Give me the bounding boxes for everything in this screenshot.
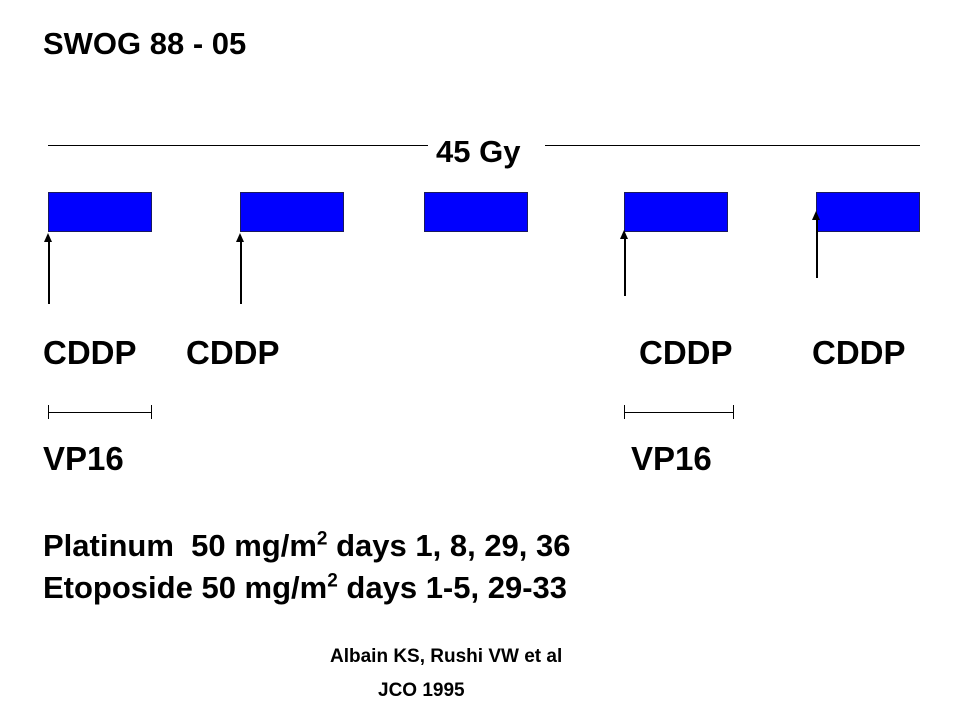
reference-authors: Albain KS, Rushi VW et al bbox=[330, 646, 563, 667]
dose-exponent: 2 bbox=[327, 570, 338, 592]
bracket-tick bbox=[733, 405, 734, 419]
arrow-shaft bbox=[624, 236, 626, 296]
radiation-dose-label: 45 Gy bbox=[430, 134, 527, 170]
arrow-up-icon bbox=[44, 233, 52, 242]
cddp-label: CDDP bbox=[639, 334, 733, 371]
vp16-label: VP16 bbox=[43, 440, 124, 477]
radiation-line-left bbox=[48, 145, 428, 146]
drug-name: Platinum bbox=[43, 528, 174, 563]
radiation-block bbox=[48, 192, 152, 232]
cddp-label: CDDP bbox=[43, 334, 137, 371]
arrow-up-icon bbox=[236, 233, 244, 242]
bracket-tick bbox=[151, 405, 152, 419]
drug-name: Etoposide bbox=[43, 570, 193, 605]
dosing-schedule: Platinum 50 mg/m2 days 1, 8, 29, 36 Etop… bbox=[43, 525, 571, 609]
vp16-bracket bbox=[48, 412, 152, 413]
radiation-block bbox=[424, 192, 528, 232]
cddp-label: CDDP bbox=[186, 334, 280, 371]
arrow-up-icon bbox=[812, 211, 820, 220]
radiation-block bbox=[816, 192, 920, 232]
arrow-up-icon bbox=[620, 230, 628, 239]
radiation-block bbox=[624, 192, 728, 232]
dose-exponent: 2 bbox=[316, 528, 328, 550]
drug-schedule: days 1-5, 29-33 bbox=[337, 570, 568, 605]
cddp-label: CDDP bbox=[812, 334, 906, 371]
arrow-shaft bbox=[48, 240, 50, 304]
slide-title: SWOG 88 - 05 bbox=[43, 26, 247, 61]
vp16-bracket bbox=[624, 412, 734, 413]
radiation-line-right bbox=[545, 145, 920, 146]
drug-dose: 50 mg/m bbox=[192, 570, 328, 605]
arrow-shaft bbox=[240, 240, 242, 304]
reference-journal: JCO 1995 bbox=[378, 680, 465, 701]
platinum-dosing: Platinum 50 mg/m2 days 1, 8, 29, 36 bbox=[43, 525, 571, 567]
radiation-block bbox=[240, 192, 344, 232]
drug-dose: 50 mg/m bbox=[191, 528, 317, 563]
arrow-shaft bbox=[816, 218, 818, 278]
vp16-label: VP16 bbox=[631, 440, 712, 477]
etoposide-dosing: Etoposide 50 mg/m2 days 1-5, 29-33 bbox=[43, 567, 571, 609]
drug-schedule: days 1, 8, 29, 36 bbox=[327, 528, 571, 563]
